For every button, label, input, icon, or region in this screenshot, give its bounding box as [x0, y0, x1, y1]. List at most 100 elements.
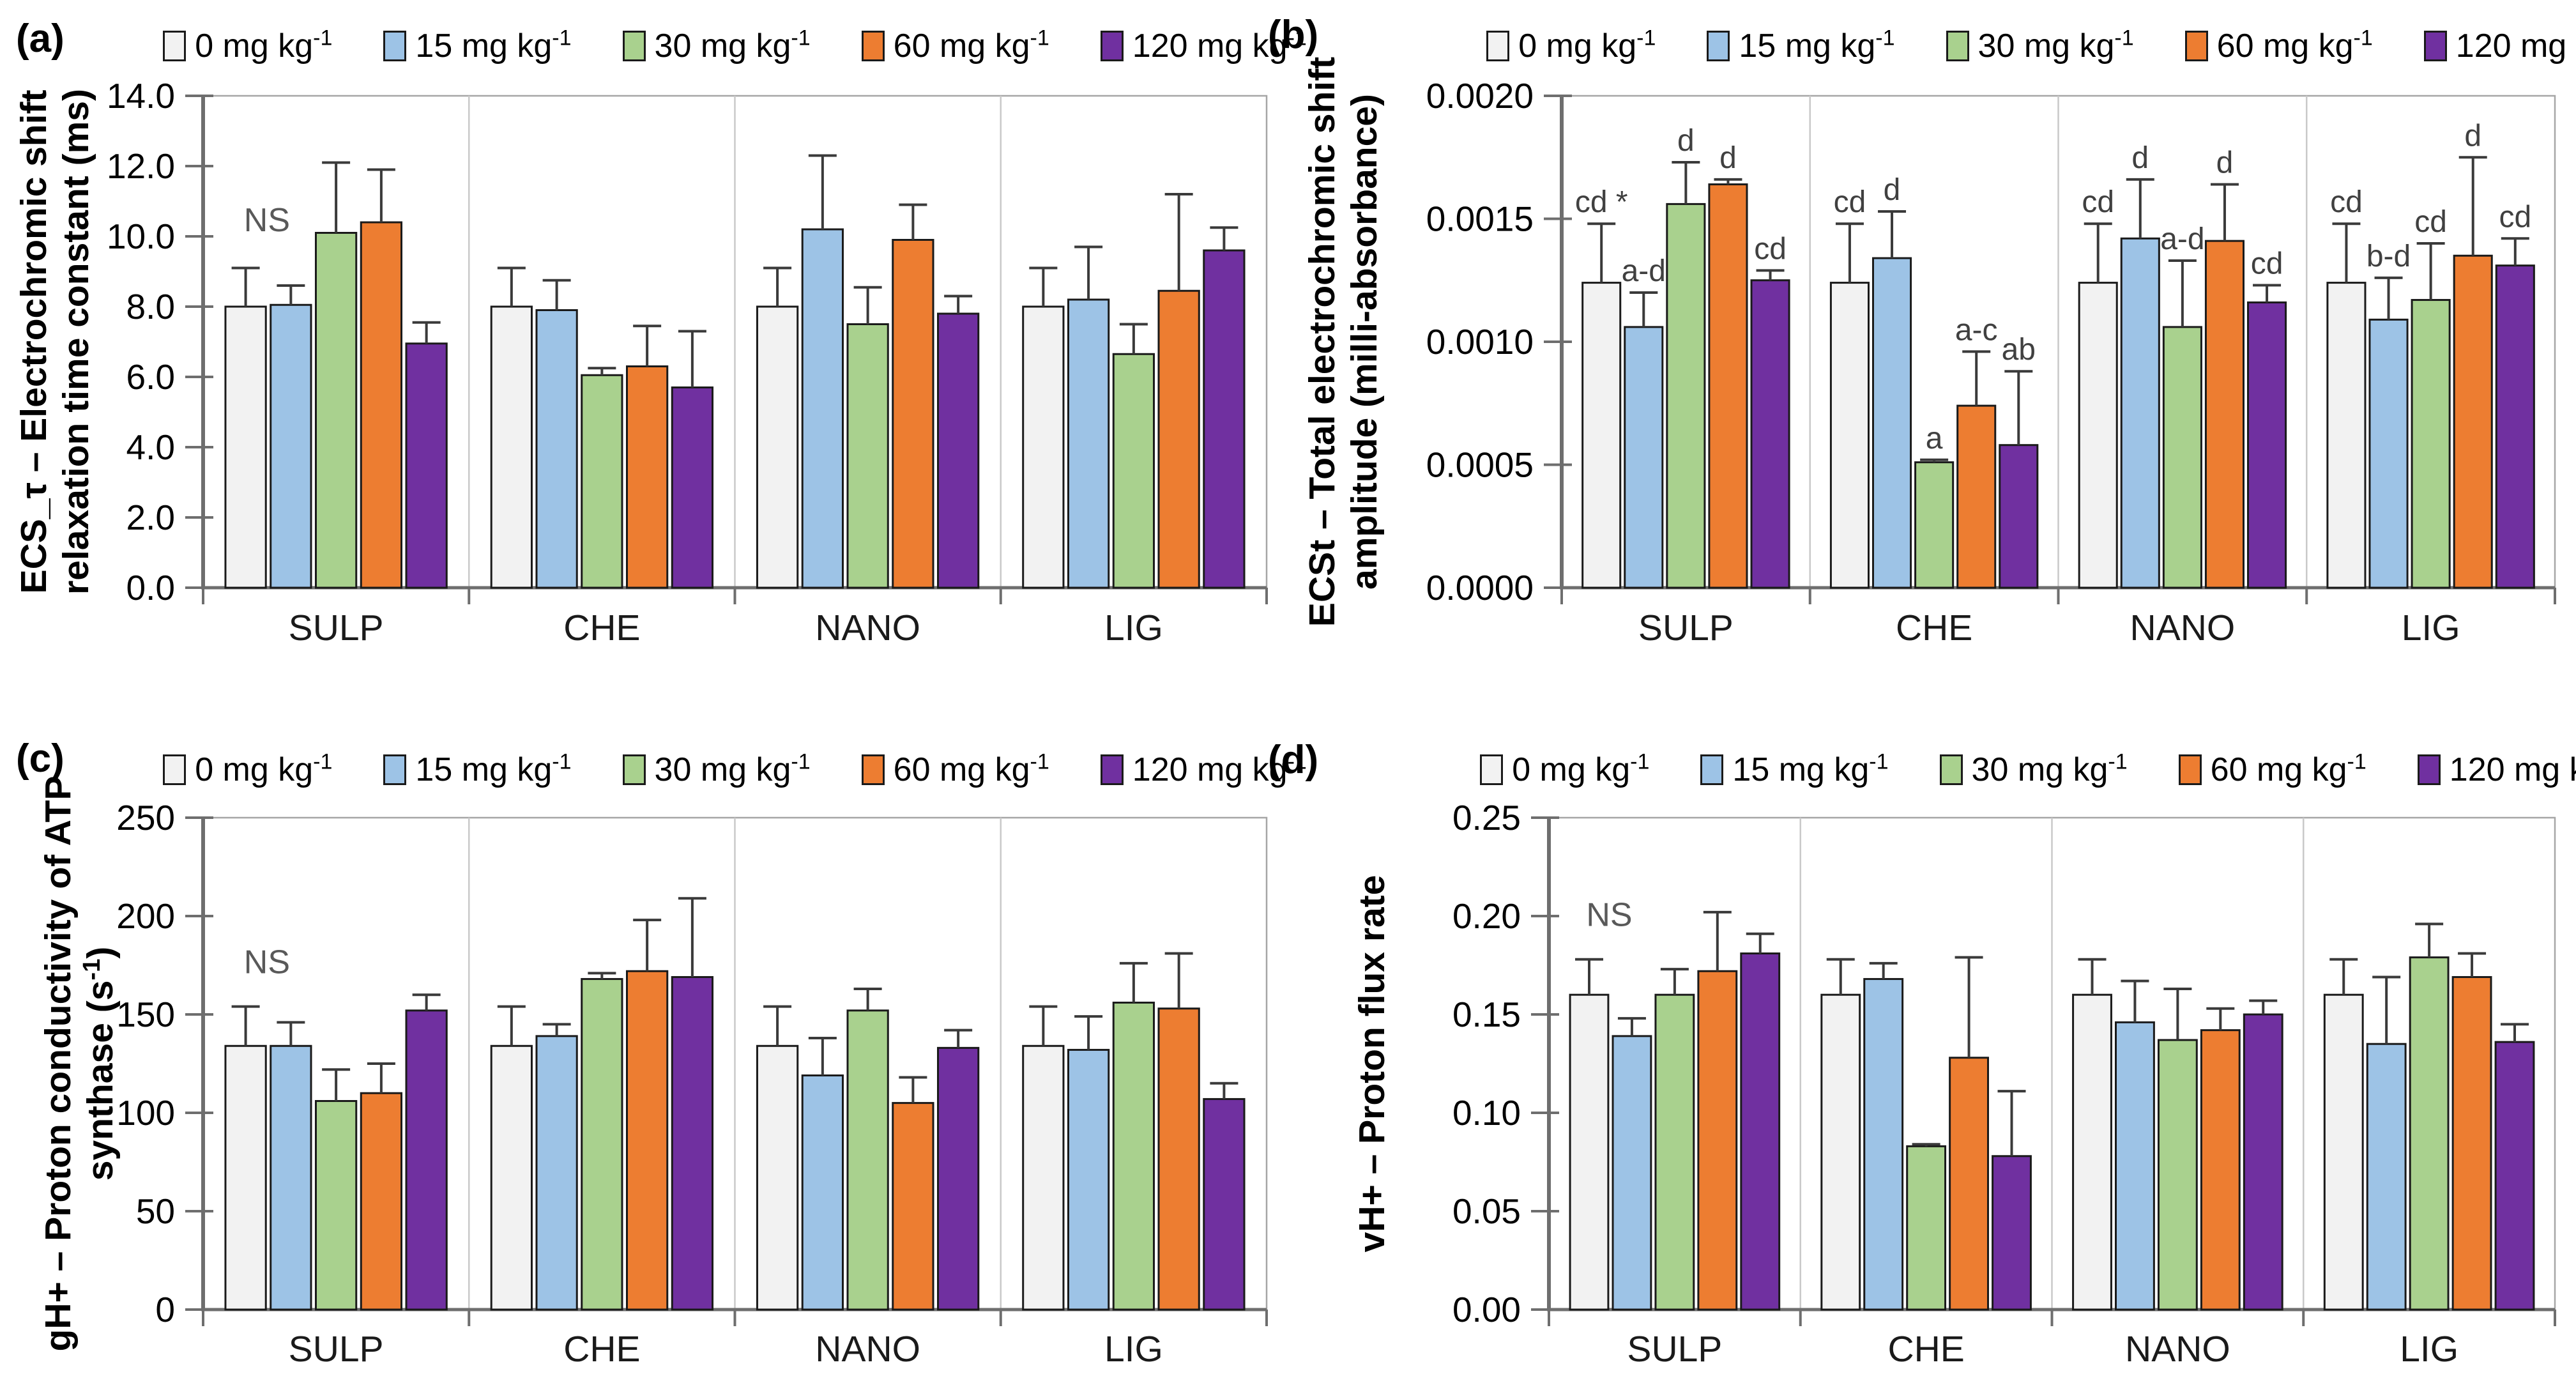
legend-label: 60 mg kg-1 — [893, 749, 1049, 788]
legend-label: 60 mg kg-1 — [2216, 26, 2373, 65]
y-axis-label: gH+ – Proton conductivity of ATPsynthase… — [38, 776, 121, 1352]
legend-swatch — [383, 31, 407, 61]
significance-letter: d — [1677, 124, 1695, 158]
bar-CHE-1 — [1863, 978, 1904, 1311]
legend-item: 15 mg kg-1 — [383, 27, 572, 63]
y-axis-label: ECS_τ – Electrochromic shiftrelaxation t… — [13, 89, 96, 595]
bar-CHE-4 — [671, 975, 714, 1311]
category-label: LIG — [1104, 608, 1163, 648]
y-tick-label: 0.00 — [1452, 1290, 1521, 1329]
legend-item: 120 mg kg-1 — [2423, 29, 2576, 63]
bar-LIG-3 — [2453, 254, 2493, 589]
legend-swatch — [383, 754, 407, 785]
bar-NANO-3 — [892, 239, 934, 589]
legend-swatch — [1100, 31, 1124, 61]
legend-label: 0 mg kg-1 — [1512, 749, 1650, 788]
bar-CHE-0 — [1829, 282, 1870, 589]
bar-NANO-2 — [2162, 326, 2202, 589]
bar-NANO-0 — [756, 305, 799, 589]
bar-LIG-1 — [1067, 1048, 1110, 1311]
category-label: NANO — [2130, 608, 2236, 648]
category-label: CHE — [563, 1329, 640, 1370]
legend-swatch — [2417, 754, 2441, 785]
panel-a: (a) 0 mg kg-1 15 mg kg-1 30 mg kg-1 60 mg k… — [0, 0, 1307, 699]
category-label: CHE — [1896, 608, 1972, 648]
bar-SULP-1 — [270, 303, 312, 589]
bar-LIG-0 — [2323, 993, 2364, 1311]
legend-label: 30 mg kg-1 — [654, 26, 811, 65]
bar-LIG-2 — [1112, 1002, 1155, 1311]
legend-item: 60 mg kg-1 — [2184, 26, 2373, 65]
legend-item: 15 mg kg-1 — [1707, 27, 1895, 63]
bar-SULP-2 — [1654, 993, 1695, 1311]
y-tick-label: 250 — [116, 798, 175, 837]
legend-swatch — [1480, 754, 1504, 785]
y-tick-label: 0.25 — [1452, 798, 1521, 837]
significance-letter: cd — [2082, 185, 2114, 219]
category-label: CHE — [563, 608, 640, 648]
ns-annotation: NS — [244, 202, 290, 239]
y-tick-label: 12.0 — [107, 146, 175, 186]
chart-d: 0.00 0.05 0.10 0.15 0.20 0.25 SULP CHE NANO LIG NS… — [1352, 798, 2556, 1370]
bar-CHE-2 — [1906, 1145, 1947, 1311]
y-tick-label: 0.0000 — [1426, 568, 1534, 608]
bar-NANO-1 — [801, 228, 844, 589]
y-tick-label: 0.0010 — [1426, 322, 1534, 362]
bar-LIG-1 — [2368, 318, 2409, 589]
legend-swatch — [2184, 31, 2208, 61]
bar-CHE-3 — [1956, 404, 1997, 589]
y-tick-label: 150 — [116, 995, 175, 1034]
legend-swatch — [1707, 31, 1730, 61]
legend-swatch — [861, 31, 885, 61]
bar-LIG-4 — [2494, 1041, 2535, 1311]
bar-SULP-3 — [1697, 970, 1738, 1311]
legend-b: 0 mg kg-1 15 mg kg-1 30 mg kg-1 60 mg kg-1 1… — [1486, 26, 2576, 65]
y-tick-label: 4.0 — [126, 427, 175, 467]
legend-swatch — [163, 754, 187, 785]
legend-swatch — [1100, 754, 1124, 785]
bar-SULP-1 — [1624, 326, 1664, 589]
category-label: SULP — [289, 608, 384, 648]
significance-letter: ab — [2002, 333, 2036, 367]
y-tick-label: 0.0020 — [1426, 76, 1534, 116]
panel-d: (d) 0 mg kg-1 15 mg kg-1 30 mg kg-1 60 mg k… — [1268, 699, 2576, 1399]
bar-LIG-1 — [1067, 298, 1110, 589]
bar-SULP-3 — [1708, 183, 1748, 589]
bar-LIG-0 — [2326, 282, 2366, 589]
legend-item: 30 mg kg-1 — [622, 751, 811, 786]
y-axis-label: vH+ – Proton flux rate — [1352, 875, 1392, 1253]
bar-SULP-4 — [1740, 952, 1781, 1311]
legend-label: 0 mg kg-1 — [195, 26, 333, 65]
legend-item: 30 mg kg-1 — [622, 26, 811, 65]
bar-NANO-1 — [2115, 1021, 2155, 1311]
y-tick-label: 0.20 — [1452, 896, 1521, 936]
y-tick-label: 0.0 — [126, 568, 175, 608]
bar-CHE-3 — [1949, 1057, 1989, 1311]
legend-label: 120 mg kg-1 — [1132, 26, 1307, 65]
legend-label: 0 mg kg-1 — [195, 749, 333, 788]
bar-CHE-1 — [535, 1035, 578, 1311]
bar-CHE-1 — [535, 309, 578, 589]
bar-LIG-3 — [2451, 975, 2492, 1311]
category-label: SULP — [289, 1329, 384, 1370]
panel-c: (c) 0 mg kg-1 15 mg kg-1 30 mg kg-1 60 mg k… — [0, 699, 1307, 1399]
y-axis-label: ECSt – Total electrochromic shiftamplitu… — [1302, 57, 1385, 627]
category-label: CHE — [1887, 1329, 1964, 1370]
legend-item: 120 mg kg-1 — [2417, 751, 2576, 788]
bar-NANO-4 — [937, 1046, 980, 1311]
legend-item: 30 mg kg-1 — [1939, 751, 2128, 786]
ns-annotation: NS — [244, 944, 290, 981]
bar-NANO-2 — [846, 1009, 889, 1311]
bar-NANO-3 — [2204, 240, 2245, 589]
bar-LIG-2 — [2409, 956, 2450, 1311]
significance-letter: cd — [1754, 232, 1787, 266]
legend-label: 120 mg kg-1 — [2449, 751, 2576, 788]
panel-label-b: (b) — [1268, 13, 1319, 57]
bar-SULP-0 — [1569, 993, 1610, 1311]
bar-NANO-2 — [2157, 1039, 2198, 1311]
significance-letter: a-d — [1622, 254, 1666, 288]
bar-CHE-0 — [490, 1044, 533, 1311]
legend-item: 60 mg kg-1 — [861, 749, 1049, 788]
bar-NANO-2 — [846, 323, 889, 589]
legend-item: 0 mg kg-1 — [163, 749, 333, 788]
